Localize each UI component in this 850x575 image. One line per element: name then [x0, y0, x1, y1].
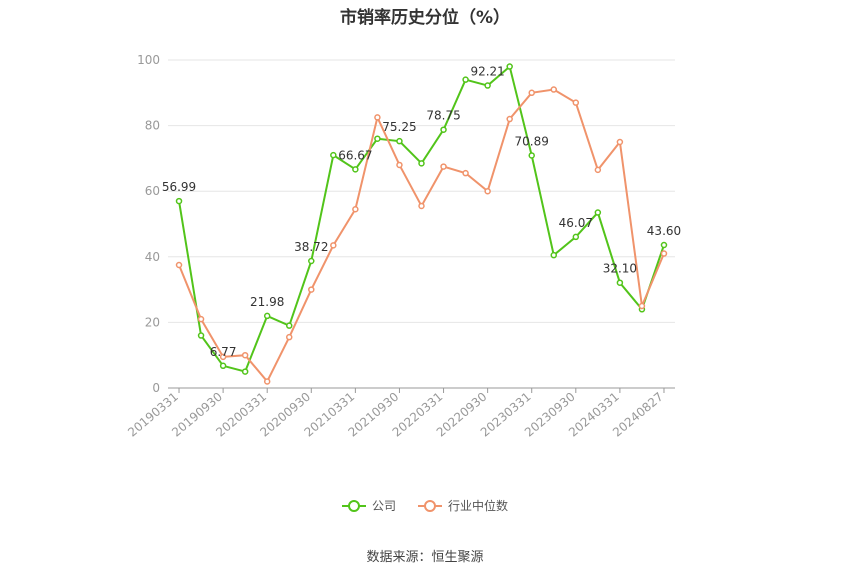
y-tick-label: 0 — [152, 381, 160, 395]
data-label: 38.72 — [294, 240, 328, 254]
y-tick-label: 20 — [145, 315, 160, 329]
data-point — [440, 163, 447, 170]
data-label: 46.07 — [559, 216, 593, 230]
data-label: 66.67 — [338, 148, 372, 162]
data-point — [219, 362, 227, 370]
y-axis: 0 20 40 60 80 100 — [137, 53, 160, 395]
data-point — [308, 257, 315, 265]
data-point — [440, 126, 447, 133]
data-point — [352, 205, 359, 213]
data-point — [285, 322, 293, 329]
data-label: 92.21 — [470, 65, 504, 79]
data-point — [330, 242, 337, 249]
data-point — [418, 202, 425, 210]
data-point — [572, 233, 580, 241]
y-tick-label: 100 — [137, 53, 160, 67]
data-point — [241, 351, 249, 359]
legend-item-company[interactable]: 公司 — [341, 497, 396, 514]
data-point — [263, 378, 271, 385]
data-label: 75.25 — [382, 120, 416, 134]
legend-swatch-industry-median — [418, 499, 442, 512]
y-tick-label: 60 — [145, 184, 160, 198]
data-point — [197, 332, 205, 339]
series-line-1 — [178, 88, 665, 384]
grid-lines — [168, 59, 675, 323]
data-point — [572, 99, 580, 106]
legend: 公司 行业中位数 — [0, 497, 850, 514]
data-labels: 56.99 6.77 21.98 38.72 66.67 75.25 78.75 92.21 7… — [162, 65, 681, 359]
data-point — [462, 169, 469, 177]
data-label: 43.60 — [647, 224, 681, 238]
data-point — [484, 82, 491, 89]
data-point — [330, 151, 337, 159]
chart-title: 市销率历史分位（%） — [339, 8, 511, 28]
data-point — [197, 315, 205, 323]
data-point — [660, 241, 668, 249]
data-point — [528, 152, 535, 159]
legend-swatch-company — [341, 499, 366, 512]
data-label: 78.75 — [426, 109, 460, 123]
data-point — [660, 250, 668, 257]
data-point — [396, 161, 403, 169]
data-point — [241, 368, 249, 375]
data-label: 56.99 — [162, 180, 196, 194]
data-point — [638, 302, 646, 310]
legend-label-company: 公司 — [371, 499, 396, 513]
data-point — [506, 63, 513, 70]
data-point — [308, 286, 315, 293]
data-point — [219, 353, 227, 361]
data-label: 6.77 — [210, 345, 237, 359]
data-point — [374, 114, 381, 121]
data-label: 70.89 — [515, 134, 549, 148]
data-point — [418, 160, 425, 167]
y-tick-label: 40 — [145, 250, 160, 264]
data-point — [374, 135, 381, 142]
data-point — [396, 137, 403, 145]
data-point — [352, 166, 359, 173]
data-point — [175, 197, 183, 205]
series-group — [175, 63, 668, 385]
data-point — [506, 115, 513, 123]
data-source: 数据来源：恒生聚源 — [366, 550, 484, 565]
data-point — [616, 279, 624, 286]
data-point — [594, 209, 602, 216]
data-point — [175, 261, 183, 269]
legend-item-industry-median[interactable]: 行业中位数 — [418, 497, 508, 514]
data-point — [616, 138, 624, 146]
data-label: 21.98 — [250, 295, 284, 309]
data-point — [285, 333, 293, 341]
data-point — [484, 187, 491, 195]
data-point — [550, 86, 558, 93]
data-label: 32.10 — [603, 262, 637, 276]
legend-label-industry-median: 行业中位数 — [448, 499, 509, 513]
data-point — [550, 251, 558, 259]
data-point — [462, 76, 469, 83]
data-point — [263, 312, 271, 320]
data-point — [594, 166, 602, 174]
y-tick-label: 80 — [145, 119, 160, 133]
data-point — [528, 89, 535, 97]
x-axis: 2019033120190930202003312020093020210331… — [125, 387, 675, 440]
